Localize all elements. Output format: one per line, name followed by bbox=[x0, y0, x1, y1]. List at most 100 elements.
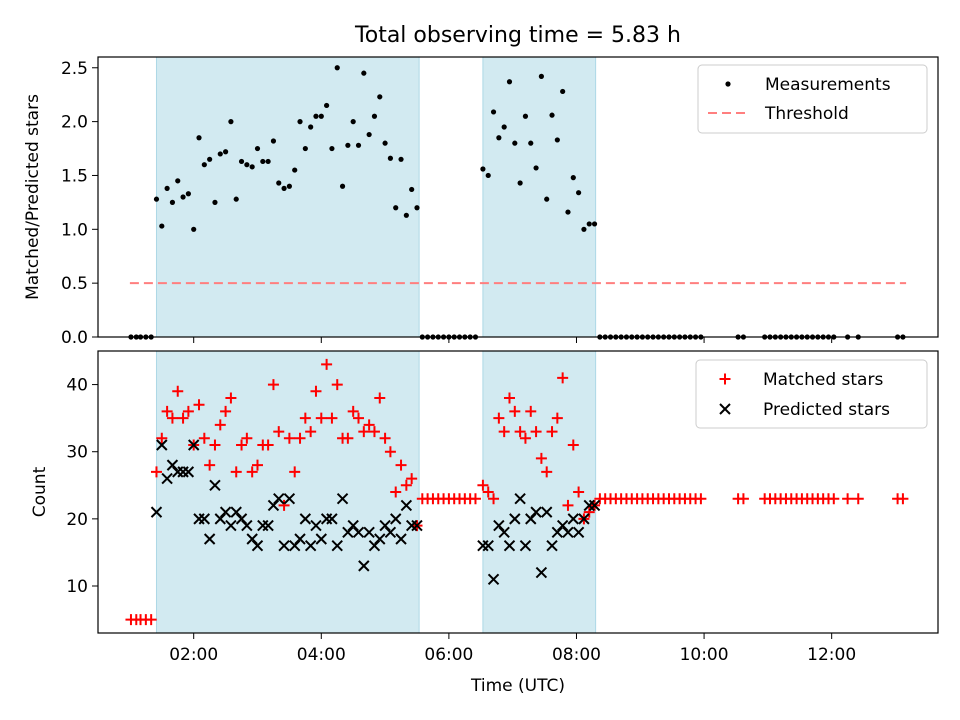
matched-star-point bbox=[406, 473, 418, 485]
y-tick-label: 20 bbox=[66, 510, 88, 530]
legend-marker-measurements bbox=[725, 81, 731, 87]
measurement-point bbox=[334, 65, 340, 71]
predicted-star-point bbox=[390, 513, 402, 525]
predicted-star-point bbox=[304, 540, 317, 552]
measurement-point bbox=[249, 164, 255, 170]
measurement-point bbox=[398, 156, 404, 162]
measurement-point bbox=[159, 223, 165, 229]
predicted-star-point bbox=[572, 526, 585, 538]
matched-star-point bbox=[567, 439, 579, 451]
measurement-point bbox=[554, 137, 560, 143]
measurement-point bbox=[538, 73, 544, 79]
predicted-star-point bbox=[567, 513, 579, 525]
predicted-star-point bbox=[487, 573, 500, 585]
measurement-point bbox=[355, 142, 362, 148]
matched-star-point bbox=[289, 466, 301, 478]
matched-star-point bbox=[198, 432, 210, 444]
predicted-star-point bbox=[273, 493, 285, 505]
matched-star-point bbox=[535, 452, 547, 464]
predicted-star-point bbox=[161, 472, 173, 485]
measurement-point bbox=[318, 113, 324, 119]
predicted-star-point bbox=[241, 519, 253, 532]
measurement-point bbox=[207, 156, 213, 162]
measurement-point bbox=[244, 162, 250, 168]
legend-box bbox=[695, 359, 928, 429]
predicted-star-point bbox=[358, 560, 370, 572]
observing-span bbox=[482, 56, 597, 338]
measurement-point bbox=[345, 142, 351, 148]
predicted-star-point bbox=[182, 466, 195, 478]
matched-star-point bbox=[509, 405, 521, 417]
predicted-star-point bbox=[546, 540, 558, 552]
predicted-star-point bbox=[299, 513, 312, 525]
predicted-star-point bbox=[384, 526, 397, 538]
measurement-point bbox=[276, 180, 282, 186]
matched-star-point bbox=[551, 412, 563, 424]
measurement-point bbox=[528, 140, 534, 146]
predicted-star-point bbox=[514, 493, 526, 505]
measurement-point bbox=[196, 135, 202, 141]
measurement-point bbox=[169, 199, 176, 205]
legend-box bbox=[697, 64, 928, 134]
predicted-star-point bbox=[294, 533, 306, 545]
matched-star-point bbox=[310, 385, 322, 397]
measurement-point bbox=[281, 185, 287, 191]
matched-star-point bbox=[251, 459, 263, 471]
measurement-point bbox=[201, 162, 207, 168]
y-tick-label: 40 bbox=[66, 376, 88, 396]
measurement-point bbox=[576, 190, 582, 196]
matched-star-point bbox=[278, 499, 290, 511]
predicted-star-point bbox=[374, 533, 386, 545]
measurement-point bbox=[212, 199, 218, 205]
measurement-point bbox=[506, 79, 513, 85]
matched-star-point bbox=[503, 392, 515, 404]
matched-star-point bbox=[498, 426, 510, 438]
measurement-point bbox=[191, 226, 197, 232]
matched-star-point bbox=[161, 405, 173, 417]
bottom-x-axis-label: Time (UTC) bbox=[470, 676, 565, 696]
y-tick-label: 2.0 bbox=[61, 113, 88, 133]
predicted-star-point bbox=[203, 533, 216, 545]
matched-star-point bbox=[562, 499, 574, 511]
matched-star-point bbox=[150, 466, 162, 478]
predicted-star-point bbox=[509, 513, 521, 525]
predicted-star-point bbox=[503, 540, 516, 552]
predicted-star-point bbox=[219, 506, 232, 518]
matched-star-point bbox=[546, 426, 558, 438]
measurement-point bbox=[533, 165, 539, 171]
measurement-point bbox=[371, 113, 378, 119]
matched-star-point bbox=[193, 399, 205, 411]
predicted-star-point bbox=[395, 533, 407, 545]
matched-star-point bbox=[493, 412, 505, 424]
matched-star-point bbox=[368, 426, 380, 438]
predicted-star-point bbox=[331, 540, 343, 552]
legend-label-threshold: Threshold bbox=[764, 104, 849, 124]
matched-star-point bbox=[395, 459, 407, 471]
predicted-star-point bbox=[251, 540, 264, 552]
matched-star-point bbox=[204, 459, 216, 471]
predicted-star-point bbox=[498, 526, 510, 538]
predicted-star-point bbox=[310, 519, 322, 532]
matched-star-point bbox=[363, 419, 375, 431]
x-tick-label: 04:00 bbox=[297, 645, 346, 665]
matched-star-point bbox=[145, 614, 157, 626]
matched-star-point bbox=[156, 432, 168, 444]
measurement-point bbox=[260, 158, 266, 165]
legend-label-measurements: Measurements bbox=[765, 75, 891, 95]
measurement-point bbox=[233, 196, 239, 202]
matched-star-point bbox=[172, 385, 184, 397]
matched-star-point bbox=[353, 412, 365, 424]
bottom-observing-spans bbox=[155, 350, 597, 634]
measurement-point bbox=[490, 109, 497, 115]
predicted-star-point bbox=[400, 499, 413, 512]
x-tick-label: 02:00 bbox=[169, 645, 218, 665]
measurement-point bbox=[270, 138, 277, 144]
matched-star-point bbox=[230, 466, 242, 478]
predicted-star-point bbox=[519, 540, 532, 552]
measurement-point bbox=[361, 70, 367, 76]
matched-star-point bbox=[379, 432, 391, 444]
measurement-point bbox=[313, 113, 319, 119]
matched-star-point bbox=[519, 432, 531, 444]
legend-label-matched: Matched stars bbox=[763, 370, 883, 390]
matched-star-point bbox=[321, 358, 333, 370]
